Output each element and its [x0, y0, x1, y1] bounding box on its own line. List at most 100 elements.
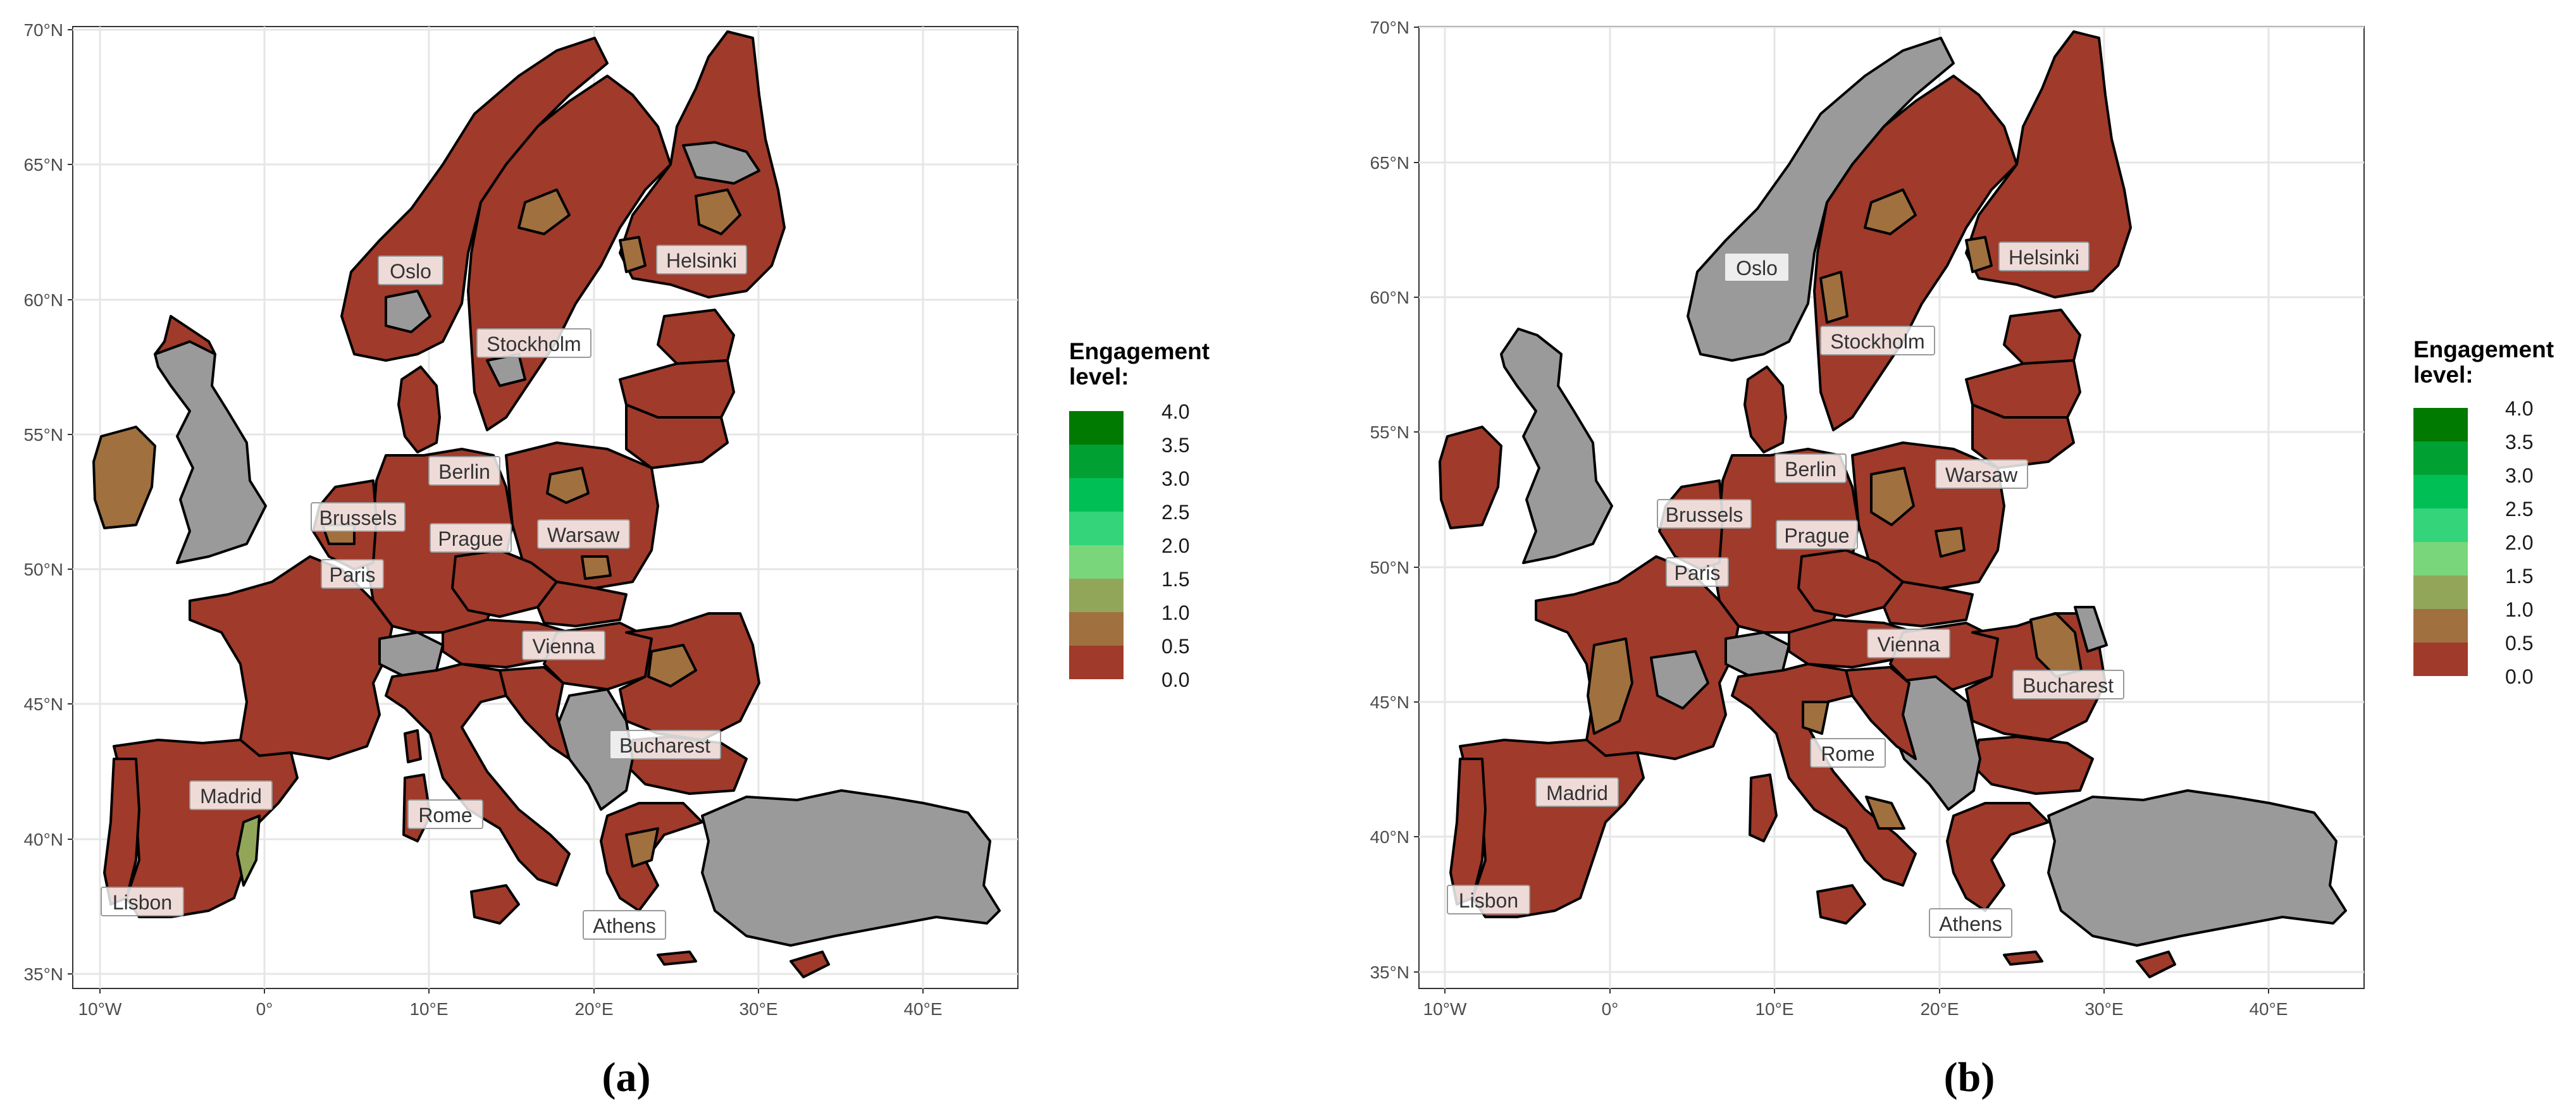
city-label-bucharest: Bucharest [2012, 670, 2124, 699]
legend-tick-label: 2.0 [1161, 534, 1189, 557]
legend-tick-label: 1.5 [1161, 568, 1189, 591]
city-label-madrid: Madrid [1535, 777, 1619, 807]
x-tick-label: 30°E [739, 999, 777, 1019]
legend: Engagement level: 4.0 3.5 3.0 2.5 2.0 1.… [2413, 336, 2554, 688]
legend-tick-label: 3.0 [2505, 464, 2533, 487]
city-label-stockholm: Stockholm [476, 328, 591, 358]
city-name: Rome [1821, 742, 1874, 765]
city-name: Lisbon [113, 891, 172, 914]
y-tick-label: 50°N [1370, 558, 1409, 577]
region-finland-west [1965, 236, 1993, 273]
region-greece [1946, 802, 2050, 912]
y-tick-label: 40°N [1370, 827, 1409, 847]
region-italy-south [1865, 796, 1905, 830]
region-sicily [1816, 884, 1866, 925]
region-poland-east [1935, 527, 1966, 558]
legend-title-line1: Engagement [2413, 336, 2554, 362]
y-tick-label: 60°N [23, 290, 63, 310]
city-name: Brussels [319, 507, 397, 529]
legend-tick-label: 1.0 [2505, 598, 2533, 621]
y-tick-label: 70°N [1370, 18, 1409, 37]
region-corsica [404, 729, 422, 763]
x-tick-label: 40°E [903, 999, 942, 1019]
map-panel-b: Oslo Helsinki Stockholm Berlin Warsaw Br… [1370, 18, 2554, 1100]
region-turkey [701, 789, 1001, 947]
city-label-rome: Rome [407, 799, 483, 829]
region-greece [600, 802, 703, 912]
city-label-oslo: Oslo [378, 255, 443, 285]
region-lithuania [625, 403, 729, 469]
y-tick-label: 35°N [1370, 963, 1409, 982]
x-tick-label: 10°E [409, 999, 448, 1019]
region-spain-east [236, 815, 261, 887]
region-france-sw [1587, 637, 1633, 735]
region-cyprus [2136, 951, 2176, 978]
city-label-lisbon: Lisbon [1447, 885, 1530, 914]
region-turkey [2047, 789, 2347, 947]
region-poland-south [581, 555, 612, 580]
region-oslo-grey [385, 290, 431, 333]
region-estonia [657, 309, 735, 365]
legend-tick-label: 0.5 [1161, 635, 1189, 658]
region-italy [1731, 663, 1917, 887]
region-sicily [470, 884, 520, 925]
region-italy [385, 663, 571, 887]
city-label-warsaw: Warsaw [1935, 459, 2028, 489]
city-label-oslo: Oslo [1724, 252, 1790, 282]
city-name: Warsaw [547, 524, 620, 546]
region-ireland [92, 426, 156, 529]
city-name: Helsinki [666, 249, 737, 272]
region-uk [154, 340, 267, 564]
region-finland-mid [695, 188, 741, 235]
region-romania [619, 612, 760, 741]
legend-swatch [2413, 408, 2468, 441]
y-axis: 35°N 40°N 45°N 50°N 55°N 60°N 65°N 70°N [1370, 18, 1419, 982]
y-tick-label: 50°N [23, 560, 63, 579]
city-label-berlin: Berlin [1774, 453, 1847, 483]
city-label-berlin: Berlin [428, 456, 500, 486]
y-tick-label: 70°N [23, 20, 63, 40]
legend-swatch [1069, 646, 1124, 679]
region-france [1535, 555, 1740, 760]
city-name: Oslo [390, 260, 431, 283]
y-tick-label: 60°N [1370, 288, 1409, 307]
x-tick-label: 10°W [1423, 999, 1467, 1019]
legend: Engagement level: 4.0 3.5 3.0 2.5 2.0 1.… [1069, 338, 1210, 691]
city-label-madrid: Madrid [189, 780, 273, 810]
legend-title-line2: level: [1069, 364, 1129, 390]
legend-tick-label: 3.5 [1161, 434, 1189, 457]
region-finland [1965, 30, 2132, 298]
x-tick-label: 40°E [2249, 999, 2288, 1019]
city-name: Bucharest [2022, 674, 2114, 697]
legend-swatch [1069, 411, 1124, 445]
panel-caption: (b) [1944, 1054, 1995, 1100]
legend-swatch [1069, 512, 1124, 545]
legend-swatch [1069, 445, 1124, 478]
y-tick-label: 65°N [1370, 153, 1409, 173]
city-name: Brussels [1666, 503, 1743, 526]
legend-tick-label: 4.0 [2505, 397, 2533, 420]
region-ireland [1439, 426, 1502, 529]
y-tick-label: 55°N [23, 425, 63, 445]
panel-caption: (a) [602, 1054, 651, 1100]
city-label-brussels: Brussels [311, 502, 406, 532]
city-name: Madrid [1546, 782, 1608, 804]
legend-tick-label: 2.0 [2505, 531, 2533, 554]
legend-tick-label: 0.0 [2505, 665, 2533, 688]
region-france [189, 555, 393, 760]
region-moldova-grey [2074, 606, 2108, 653]
region-sweden-mid [1864, 188, 1917, 235]
region-denmark [397, 366, 441, 453]
region-italy-mid [1802, 701, 1830, 735]
city-name: Athens [1939, 913, 2002, 935]
x-tick-label: 10°W [78, 999, 122, 1019]
legend-tick-label: 4.0 [1161, 400, 1189, 423]
legend-swatch [2413, 441, 2468, 475]
region-crete [2003, 951, 2043, 966]
city-name: Stockholm [486, 333, 581, 355]
city-name: Paris [330, 563, 376, 586]
region-lithuania [1971, 403, 2075, 469]
city-label-prague: Prague [430, 523, 512, 553]
city-name: Lisbon [1459, 889, 1518, 912]
region-denmark [1743, 366, 1787, 453]
